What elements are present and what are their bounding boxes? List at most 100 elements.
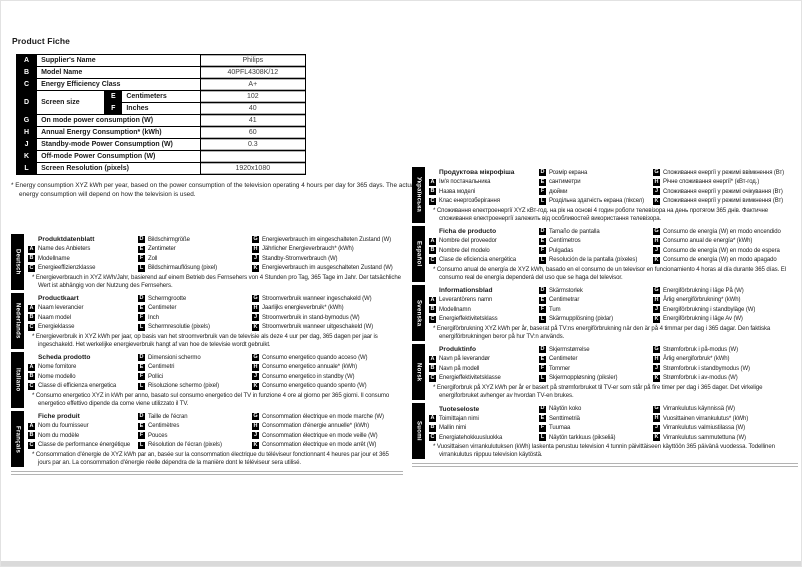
letter-badge: L — [539, 197, 546, 205]
spec-item: L Skärmupplösning (pixlar) — [539, 315, 651, 325]
language-tab: Nederlands — [11, 293, 24, 350]
spec-item: A Nombre del proveedor — [429, 237, 537, 247]
energy-consumption-footnote: * Energy consumption XYZ kWh per year, b… — [11, 182, 416, 198]
spec-column-ghjk: G Consumo energetico quando acceso (W) H Co… — [252, 353, 403, 391]
spec-label: Jaarlijks energieverbruik* (kWh) — [262, 305, 344, 312]
spec-label: Clase de eficiencia energética — [439, 257, 517, 264]
spec-item: L Résolution de l'écran (pixels) — [138, 441, 250, 451]
section-title-row: Scheda prodotto — [28, 353, 136, 363]
spec-item: E Zentimeter — [138, 245, 250, 255]
row-label: Screen Resolution (pixels) — [36, 162, 201, 175]
spec-label: Consumo de energía (W) en modo de espera — [663, 247, 780, 254]
letter-badge: G — [252, 413, 259, 421]
spec-column-ghjk: G Споживання енергії у режимі ввімкнення … — [653, 168, 798, 206]
spec-label: Virrankulutus sammutettuna (W) — [663, 434, 746, 441]
spec-label: Nome modello — [38, 373, 76, 380]
spec-label: Tuumaa — [549, 425, 571, 431]
spec-label: Tamaño de pantalla — [549, 228, 600, 235]
spec-label: дюйми — [549, 188, 568, 195]
spec-item: D Розмір екрана — [539, 168, 651, 178]
language-section: Suomi Tuoteseloste A Toimittajan nimi B Malli… — [412, 403, 798, 460]
letter-badge: E — [539, 237, 546, 245]
letter-badge: L — [138, 264, 145, 272]
letter-badge: C — [429, 256, 436, 264]
letter-badge: A — [429, 237, 436, 245]
letter-badge: D — [138, 295, 145, 303]
spec-item: B Nombre del modelo — [429, 246, 537, 256]
spec-column-abc: Scheda prodotto A Nome fornitore B Nome mode… — [28, 353, 136, 391]
letter-badge: H — [653, 414, 660, 422]
spec-column-abc: Productkaart A Naam leverancier B Naam model… — [28, 294, 136, 332]
section-title: Informationsblad — [439, 287, 493, 295]
letter-badge: K — [653, 315, 660, 323]
spec-item: H Jährlicher Energieverbrauch* (kWh) — [252, 245, 403, 255]
spec-label: Energiförbrukning i standbyläge (W) — [663, 306, 756, 313]
section-footnote: * Energiforbruk på XYZ kWh per år er bas… — [433, 384, 763, 400]
spec-item: H Vuosittainen virrankulutus* (kWh) — [653, 414, 798, 424]
section-title: Productkaart — [38, 295, 79, 303]
language-section-body: Produktinfo A Navn på leverandør B Navn på m… — [425, 344, 798, 400]
spec-label: сантиметри — [549, 179, 581, 186]
row-label: On mode power consumption (W) — [36, 114, 201, 127]
table-row-l: L Screen Resolution (pixels) 1920x1080 — [15, 162, 307, 175]
row-label: Model Name — [36, 66, 201, 79]
spec-column-abc: Informationsblad A Leverantörens namn B Mode… — [429, 286, 537, 324]
language-section: Svenska Informationsblad A Leverantörens na… — [412, 285, 798, 342]
table-row-h: H Annual Energy Consumption* (kWh) 60 — [15, 126, 307, 139]
spec-label: Mallin nimi — [439, 425, 467, 431]
spec-label: Consumo energetico in standby (W) — [262, 373, 355, 380]
letter-badge: L — [539, 374, 546, 382]
spec-label: Consommation électrique en mode arrêt (W… — [262, 442, 377, 449]
spec-label: Consommation électrique en mode marche (… — [262, 413, 384, 420]
letter-badge: G — [653, 405, 660, 413]
section-footnote: * Consommation d'énergie de XYZ kWh par … — [32, 451, 389, 467]
spec-label: Consommation électrique en mode veille (… — [262, 432, 378, 439]
spec-item: F Pulgadas — [539, 246, 651, 256]
letter-badge: E — [138, 422, 145, 430]
spec-label: Energiförbrukning i läge Av (W) — [663, 316, 743, 323]
row-value: 60 — [199, 126, 307, 139]
row-key-badge: C — [15, 78, 38, 91]
language-tab: Español — [412, 226, 425, 283]
spec-grid: Informationsblad A Leverantörens namn B Mode… — [429, 286, 798, 324]
spec-column-abc: Produktdatenblatt A Name des Anbieters B Mod… — [28, 235, 136, 273]
spec-label: Pulgadas — [549, 247, 574, 254]
spec-label: Consumo anual de energía* (kWh) — [663, 238, 753, 245]
spec-label: Bildschirmauflösung (pixel) — [148, 265, 217, 272]
spec-item: A Naam leverancier — [28, 304, 136, 314]
row-key-badge: G — [15, 114, 38, 127]
language-section: Norsk Produktinfo A Navn på leverandør B Navn… — [412, 344, 798, 401]
letter-badge: C — [28, 441, 35, 449]
spec-label: Modellname — [38, 255, 70, 262]
spec-label: Centimetri — [148, 364, 175, 371]
spec-item: J Stroomverbruik in stand-bymodus (W) — [252, 313, 403, 323]
spec-item: A Toimittajan nimi — [429, 414, 537, 424]
row-value: 41 — [199, 114, 307, 127]
spec-column-abc: Fiche produit A Nom du fournisseur B Nom du … — [28, 412, 136, 450]
spec-item: D Dimensioni schermo — [138, 353, 250, 363]
right-language-column: Українська Продуктова мікрофіша A Ім'я пост… — [412, 167, 798, 468]
letter-badge: J — [653, 365, 660, 373]
column-bottom-rule — [11, 471, 403, 476]
language-tab: Deutsch — [11, 234, 24, 291]
spec-label: Årlig energiförbrukning* (kWh) — [663, 297, 741, 304]
row-value: 102 — [199, 90, 307, 103]
letter-badge: D — [138, 413, 145, 421]
letter-badge: G — [252, 236, 259, 244]
letter-badge: L — [539, 256, 546, 264]
letter-badge: K — [252, 382, 259, 390]
letter-badge: D — [138, 236, 145, 244]
spec-item: H Consumo anual de energía* (kWh) — [653, 237, 798, 247]
letter-badge: J — [653, 188, 660, 196]
spec-item: K Stroomverbruik wanneer uitgeschakeld (W… — [252, 323, 403, 333]
spec-label: Energieffektivitetsklass — [439, 316, 498, 323]
section-title-row: Produktinfo — [429, 345, 537, 355]
section-footnote: * Energiförbrukning XYZ kWh per år, base… — [433, 325, 771, 341]
spec-column-defl: D Bildschirmgröße E Zentimeter F Zoll L Bildsch… — [138, 235, 250, 273]
spec-column-ghjk: G Stroomverbruik wanneer ingeschakeld (W)… — [252, 294, 403, 332]
spec-label: Naam model — [38, 314, 72, 321]
letter-badge: J — [252, 314, 259, 322]
letter-badge: B — [429, 306, 436, 314]
